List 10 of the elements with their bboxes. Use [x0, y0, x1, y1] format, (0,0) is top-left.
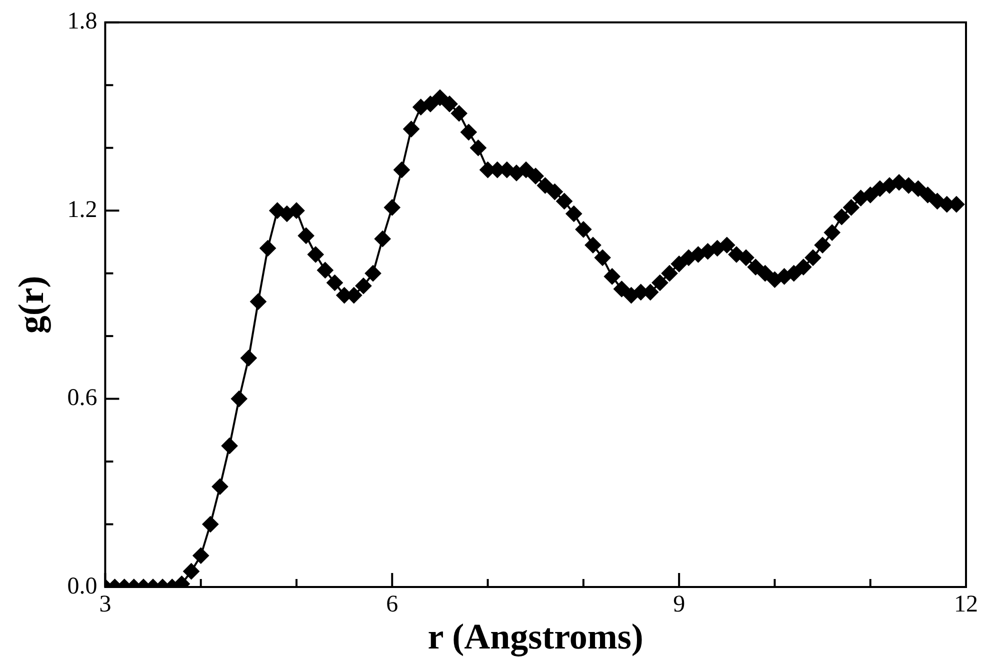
y-tick-label: 1.8	[67, 8, 98, 35]
text: 0.0	[67, 573, 98, 600]
x-tick-label: 6	[386, 592, 398, 618]
y-tick-label: 1.2	[67, 196, 98, 223]
x-tick-label: 3	[99, 592, 112, 618]
x-axis-title: r (Angstroms)	[428, 616, 644, 657]
y-axis-title: g(r)	[10, 276, 51, 334]
x-tick-label: 12	[954, 592, 978, 618]
y-tick-label: 0.6	[67, 385, 98, 412]
x-tick-label: 9	[673, 592, 686, 618]
